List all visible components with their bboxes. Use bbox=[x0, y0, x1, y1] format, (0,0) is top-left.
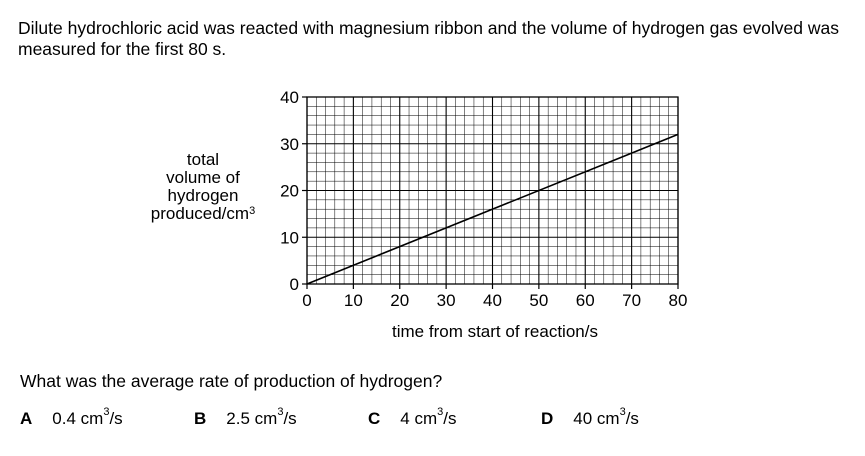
x-tick-label: 60 bbox=[576, 291, 595, 310]
option-b[interactable]: B 2.5 cm3/s bbox=[194, 406, 297, 428]
y-tick-label: 20 bbox=[280, 182, 299, 201]
y-axis-label-line-3: hydrogen bbox=[167, 186, 239, 205]
x-tick-label: 10 bbox=[344, 291, 363, 310]
series-line bbox=[306, 133, 679, 285]
x-tick-label: 80 bbox=[669, 291, 688, 310]
chart-tick-labels: 0 10 20 30 40 0 10 20 30 40 50 60 70 80 bbox=[280, 88, 687, 310]
option-d-value: 40 cm bbox=[573, 409, 620, 428]
chart-grid bbox=[306, 96, 679, 285]
x-tick-label: 0 bbox=[302, 291, 311, 310]
x-tick-label: 30 bbox=[437, 291, 456, 310]
option-c-value: 4 cm bbox=[400, 409, 438, 428]
y-axis-label-line-1: total bbox=[186, 150, 220, 169]
y-tick-label: 0 bbox=[290, 275, 299, 294]
y-tick-label: 10 bbox=[280, 228, 299, 247]
y-axis-label-line-4: produced/cm3 bbox=[150, 204, 256, 223]
y-tick-label: 30 bbox=[280, 135, 299, 154]
x-tick-label: 70 bbox=[622, 291, 641, 310]
option-a[interactable]: A 0.4 cm3/s bbox=[20, 406, 123, 428]
option-d-letter: D bbox=[541, 409, 554, 428]
y-tick-label: 40 bbox=[280, 88, 299, 107]
chart-series bbox=[306, 133, 679, 285]
option-b-value: 2.5 cm bbox=[226, 409, 278, 428]
question-intro: Dilute hydrochloric acid was reacted wit… bbox=[18, 18, 839, 59]
y-axis-label-line-2: volume of bbox=[166, 168, 240, 187]
x-tick-label: 40 bbox=[483, 291, 502, 310]
option-a-value: 0.4 cm bbox=[52, 409, 104, 428]
question-prompt: What was the average rate of production … bbox=[20, 371, 443, 391]
x-tick-label: 50 bbox=[529, 291, 548, 310]
x-axis-label: time from start of reaction/s bbox=[392, 322, 598, 341]
option-a-letter: A bbox=[20, 409, 33, 428]
option-d[interactable]: D 40 cm3/s bbox=[541, 406, 639, 428]
option-c-letter: C bbox=[368, 409, 381, 428]
y-axis-label: total volume of hydrogen produced/cm3 bbox=[140, 151, 266, 223]
option-b-letter: B bbox=[194, 409, 207, 428]
chart-axes bbox=[302, 96, 679, 289]
x-tick-label: 20 bbox=[390, 291, 409, 310]
